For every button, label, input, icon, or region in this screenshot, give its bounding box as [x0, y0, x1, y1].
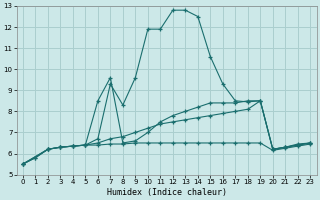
X-axis label: Humidex (Indice chaleur): Humidex (Indice chaleur) — [107, 188, 227, 197]
